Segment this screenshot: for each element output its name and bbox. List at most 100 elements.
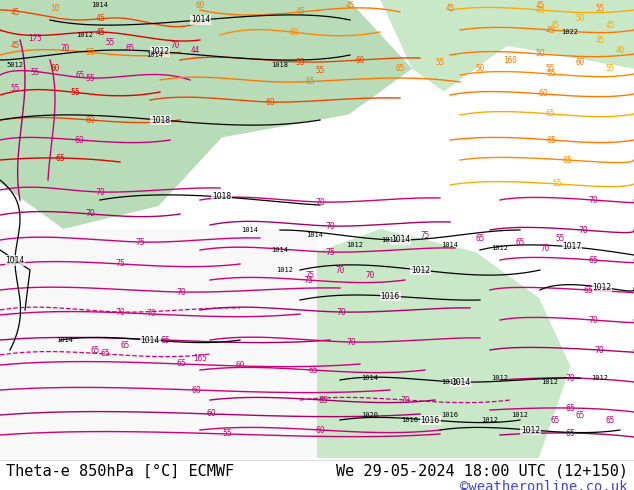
Text: 1018: 1018: [271, 62, 288, 68]
Text: 65: 65: [546, 109, 556, 119]
Text: 60: 60: [576, 57, 585, 67]
Text: 60: 60: [316, 425, 325, 435]
Text: 45: 45: [535, 5, 545, 15]
Text: 75: 75: [420, 230, 430, 240]
Text: 60: 60: [290, 28, 300, 37]
Text: 1012: 1012: [411, 266, 430, 274]
Polygon shape: [317, 229, 571, 458]
Text: 1012: 1012: [592, 375, 609, 381]
Text: We 29-05-2024 18:00 UTC (12+150): We 29-05-2024 18:00 UTC (12+150): [335, 464, 628, 478]
Text: 1022: 1022: [562, 29, 578, 35]
Polygon shape: [0, 0, 412, 229]
Text: 70: 70: [171, 41, 179, 49]
Text: 70: 70: [86, 209, 95, 219]
Text: 70: 70: [116, 308, 126, 317]
Text: 65: 65: [605, 416, 614, 424]
Text: 165: 165: [193, 353, 207, 363]
Text: 70: 70: [588, 316, 598, 324]
Text: 70: 70: [316, 197, 325, 206]
Text: 60: 60: [86, 116, 95, 124]
Text: 65: 65: [515, 238, 524, 246]
Text: 65: 65: [547, 136, 556, 145]
Text: 45: 45: [445, 3, 455, 13]
Text: 45: 45: [295, 7, 306, 17]
Text: 45: 45: [595, 35, 605, 45]
Text: 1014: 1014: [271, 247, 288, 253]
Text: 65: 65: [550, 416, 560, 424]
Text: 75: 75: [303, 275, 313, 285]
Text: 70: 70: [326, 221, 335, 230]
Text: 175: 175: [28, 33, 42, 43]
Text: 70: 70: [566, 373, 575, 383]
Text: 65: 65: [563, 155, 573, 165]
Text: 60: 60: [191, 386, 201, 394]
Text: 70: 70: [588, 196, 598, 204]
Text: 65: 65: [576, 411, 585, 419]
Text: 65: 65: [91, 345, 100, 354]
Text: 1012: 1012: [491, 375, 508, 381]
Text: 65: 65: [126, 44, 134, 52]
Text: 75: 75: [326, 247, 335, 256]
Text: 1017: 1017: [562, 243, 581, 251]
Text: 1016: 1016: [401, 417, 418, 423]
Text: 60: 60: [538, 90, 548, 98]
Text: 70: 70: [60, 44, 70, 52]
Text: 1014: 1014: [242, 227, 259, 233]
Text: 50: 50: [535, 49, 545, 58]
Text: 160: 160: [503, 55, 517, 65]
Text: 1014: 1014: [91, 2, 108, 8]
Text: 1012: 1012: [276, 267, 294, 273]
Text: 60: 60: [75, 136, 85, 145]
Text: 45: 45: [346, 0, 354, 9]
Text: 55: 55: [10, 83, 20, 93]
Text: 70: 70: [96, 188, 105, 196]
Text: 50: 50: [476, 64, 484, 73]
Text: 1012: 1012: [592, 283, 611, 292]
Text: 65: 65: [306, 77, 316, 86]
Text: 55: 55: [546, 70, 556, 78]
Text: 65: 65: [566, 429, 575, 438]
Text: 65: 65: [55, 153, 65, 163]
Text: 1016: 1016: [441, 379, 458, 385]
Text: 1014: 1014: [56, 337, 74, 343]
Text: 60: 60: [356, 55, 365, 65]
Text: 1012: 1012: [481, 417, 498, 423]
Text: 55: 55: [595, 3, 605, 13]
Text: 1018: 1018: [151, 116, 170, 124]
Text: 65: 65: [75, 71, 84, 79]
Text: 55: 55: [30, 68, 39, 76]
Text: 75: 75: [306, 270, 314, 279]
Text: 65: 65: [583, 286, 593, 294]
Text: 1016: 1016: [380, 292, 400, 300]
Text: 70: 70: [336, 308, 346, 317]
Text: 55: 55: [70, 88, 80, 97]
Text: 45: 45: [546, 25, 556, 34]
Text: 55: 55: [605, 64, 614, 73]
Text: 55: 55: [105, 38, 115, 47]
Text: 55: 55: [555, 234, 565, 243]
Text: 70: 70: [578, 225, 588, 235]
Text: 1014: 1014: [146, 52, 164, 58]
Text: 65: 65: [476, 234, 484, 243]
Text: 70: 70: [146, 310, 155, 318]
Text: 55: 55: [295, 57, 306, 67]
Text: 65: 65: [176, 360, 186, 368]
Text: 65: 65: [161, 336, 171, 344]
Text: 65: 65: [308, 366, 318, 374]
Text: 1014: 1014: [361, 375, 378, 381]
Text: 1018: 1018: [212, 193, 231, 201]
Text: 55: 55: [86, 48, 95, 57]
Text: 50: 50: [576, 14, 585, 23]
Text: 1016: 1016: [441, 412, 458, 418]
Text: 1012: 1012: [512, 412, 529, 418]
Bar: [0, 229, 317, 458]
Text: 1014: 1014: [451, 377, 470, 387]
Text: 1014: 1014: [441, 242, 458, 248]
Text: 60: 60: [206, 410, 216, 418]
Text: 1014: 1014: [141, 336, 160, 344]
Text: 70: 70: [335, 266, 345, 274]
Polygon shape: [380, 0, 634, 92]
Text: 1016: 1016: [421, 416, 440, 424]
Text: 40: 40: [616, 46, 624, 54]
Text: 60: 60: [195, 0, 205, 9]
